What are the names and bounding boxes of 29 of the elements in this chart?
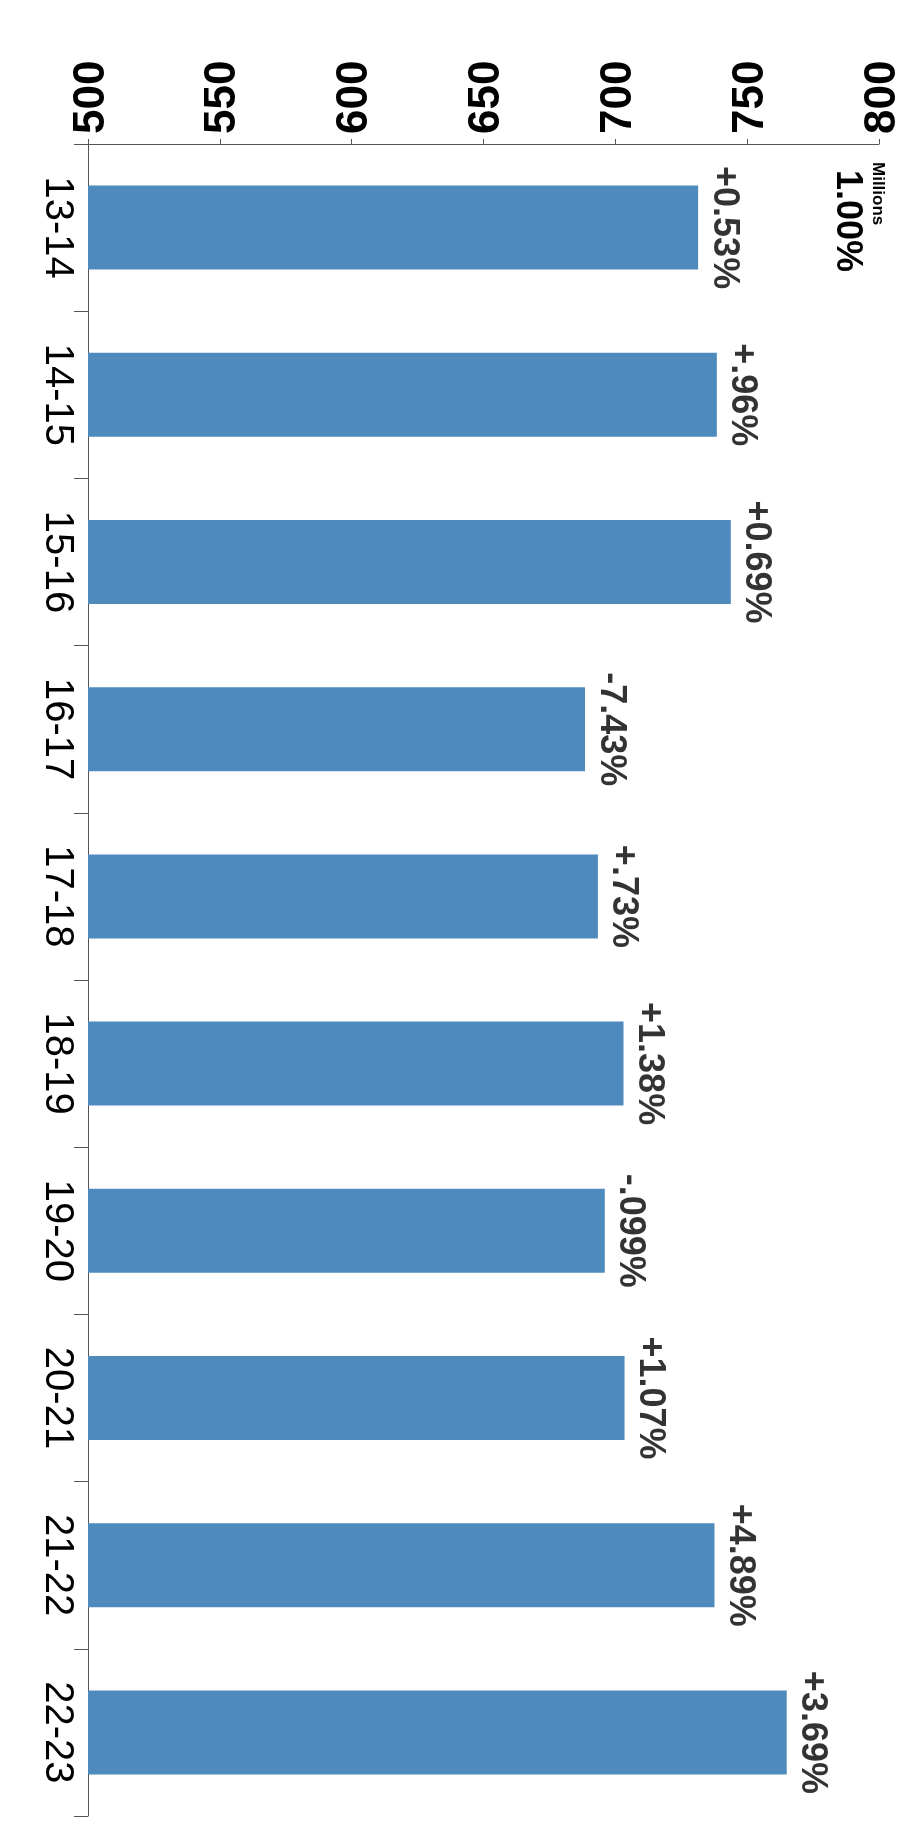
annotation: +.96% xyxy=(724,343,766,447)
annotation: 1.00% xyxy=(828,170,870,273)
annotation: +3.69% xyxy=(794,1670,836,1794)
y-tick-label: 22-23 xyxy=(38,1681,82,1784)
annotation: +.73% xyxy=(605,844,647,948)
y-tick-label: 14-15 xyxy=(38,343,82,446)
y-tick-label: 18-19 xyxy=(38,1012,82,1115)
y-tick-label: 19-20 xyxy=(38,1179,82,1282)
annotation: -7.43% xyxy=(592,672,634,787)
annotation: +1.38% xyxy=(631,1002,673,1126)
annotation: +0.53% xyxy=(705,166,747,290)
x-tick-label: 750 xyxy=(722,60,772,134)
y-tick-label: 20-21 xyxy=(38,1346,82,1450)
x-tick-label: 500 xyxy=(63,60,113,134)
y-tick-label: 15-16 xyxy=(38,510,82,614)
y-tick-label: 13-14 xyxy=(38,176,82,279)
annotation: +4.89% xyxy=(721,1503,763,1627)
y-tick-label: 21-22 xyxy=(38,1514,82,1617)
annotation: -.099% xyxy=(612,1173,654,1288)
annotation: Millions xyxy=(869,162,888,226)
x-tick-label: 550 xyxy=(195,60,245,134)
x-tick-label: 650 xyxy=(459,60,508,134)
x-tick-label: 800 xyxy=(854,60,904,134)
annotation: +0.69% xyxy=(738,500,780,624)
y-tick-label: 16-17 xyxy=(38,678,82,781)
x-tick-label: 600 xyxy=(327,60,377,134)
annotation: +1.07% xyxy=(632,1336,674,1460)
x-tick-label: 700 xyxy=(590,60,640,134)
y-tick-label: 17-18 xyxy=(38,845,82,948)
